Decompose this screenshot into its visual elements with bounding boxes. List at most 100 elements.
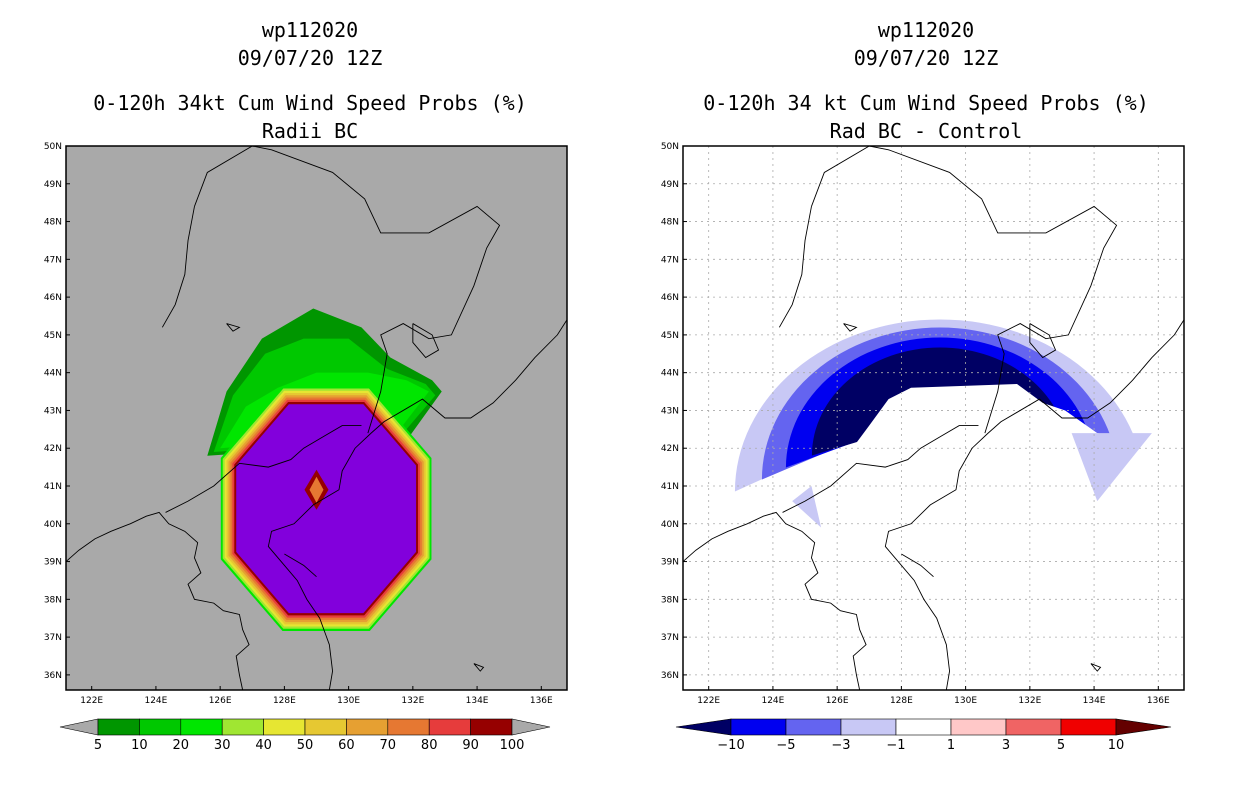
right-ytick-label: 40N	[661, 520, 679, 530]
right-ytick-label: 49N	[661, 180, 679, 190]
left-colorbar-label: 20	[173, 738, 190, 753]
right-colorbar-swatch	[895, 718, 952, 736]
right-ytick-label: 39N	[661, 558, 679, 568]
left-xtick-label: 136E	[530, 696, 553, 706]
right-ytick-label: 45N	[661, 331, 679, 341]
left-ytick-label: 46N	[44, 293, 62, 303]
left-colorbar-label: 30	[214, 738, 231, 753]
right-colorbar-swatch	[840, 718, 897, 736]
left-xtick-label: 126E	[209, 696, 232, 706]
right-colorbar-swatch	[730, 718, 787, 736]
left-coastline-5	[161, 206, 195, 328]
left-coastline-9	[284, 553, 317, 578]
left-ytick-label: 39N	[44, 558, 62, 568]
left-colorbar-label: 10	[131, 738, 148, 753]
left-colorbar-swatch	[97, 718, 140, 736]
left-title-datetime: 09/07/20 12Z	[237, 46, 383, 70]
right-xtick-label: 126E	[826, 696, 849, 706]
left-ytick-label: 43N	[44, 406, 62, 416]
right-ytick-label: 37N	[661, 633, 679, 643]
right-ytick-label: 42N	[661, 444, 679, 454]
right-xtick-label: 136E	[1147, 696, 1170, 706]
right-colorbar-label: 10	[1108, 738, 1125, 753]
left-colorbar-swatch	[428, 718, 471, 736]
left-xtick-label: 130E	[337, 696, 360, 706]
right-ytick-label: 47N	[661, 255, 679, 265]
left-colorbar: 5 10 20 30 40 50 60 70 80 90 100	[59, 718, 551, 753]
left-ytick-label: 48N	[44, 218, 62, 228]
right-ytick-label: 50N	[661, 142, 679, 152]
right-coastline-5	[778, 206, 812, 328]
right-title-product: 0-120h 34 kt Cum Wind Speed Probs (%)	[703, 91, 1149, 115]
left-xtick-label: 134E	[466, 696, 489, 706]
left-ytick-label: 36N	[44, 671, 62, 681]
right-ytick-label: 46N	[661, 293, 679, 303]
right-title-subtitle: Rad BC - Control	[829, 119, 1023, 143]
right-colorbar-label: −1	[886, 738, 905, 753]
left-colorbar-label: 80	[421, 738, 438, 753]
left-title-product: 0-120h 34kt Cum Wind Speed Probs (%)	[93, 91, 527, 115]
left-ytick-label: 42N	[44, 444, 62, 454]
left-ytick-label: 37N	[44, 633, 62, 643]
left-colorbar-swatch	[139, 718, 182, 736]
right-colorbar-label: 3	[1002, 738, 1010, 753]
left-colorbar-label: 90	[462, 738, 479, 753]
left-coastline-4	[194, 146, 253, 207]
right-colorbar-swatch	[950, 718, 1007, 736]
right-coastline-6	[1029, 323, 1057, 359]
right-coastline-7	[843, 323, 858, 332]
right-colorbar-label: −3	[831, 738, 850, 753]
right-coastline-9	[901, 553, 934, 578]
left-ytick-label: 49N	[44, 180, 62, 190]
left-colorbar-label: 5	[94, 738, 102, 753]
left-ytick-label: 38N	[44, 595, 62, 605]
left-xtick-label: 128E	[273, 696, 296, 706]
left-colorbar-label: 60	[338, 738, 355, 753]
right-title-datetime: 09/07/20 12Z	[853, 46, 999, 70]
left-title-subtitle: Radii BC	[261, 119, 359, 143]
right-colorbar-swatch	[785, 718, 842, 736]
right-ytick-label: 36N	[661, 671, 679, 681]
left-map-frame	[65, 145, 568, 691]
right-neutral-region	[683, 384, 1184, 690]
left-colorbar-swatch	[221, 718, 264, 736]
right-ytick-label: 43N	[661, 406, 679, 416]
left-colorbar-label: 50	[297, 738, 314, 753]
left-coastline-1	[267, 319, 567, 690]
right-map-panel: 122E 124E 126E 128E 130E 132E 134E 136E 50N 49N 48…	[661, 142, 1185, 706]
left-coastline-0	[66, 511, 250, 690]
left-coastline-6	[412, 323, 440, 359]
right-coastline-4	[811, 146, 870, 207]
left-colorbar-swatch	[180, 718, 223, 736]
left-ytick-label: 44N	[44, 369, 62, 379]
right-colorbar-label: −10	[717, 738, 744, 753]
right-colorbar-arrow-high	[1115, 718, 1172, 736]
right-colorbar-label: 1	[947, 738, 955, 753]
right-colorbar: −10 −5 −3 −1 1 3 5 10	[675, 718, 1172, 753]
left-prob-ring-100	[236, 404, 417, 614]
left-coastline-8	[473, 663, 485, 672]
right-coastline-8	[1090, 663, 1102, 672]
left-colorbar-arrow-low	[59, 718, 99, 736]
right-map-frame	[682, 145, 1185, 691]
left-colorbar-swatch	[263, 718, 306, 736]
right-ytick-label: 38N	[661, 595, 679, 605]
left-xtick-label: 132E	[401, 696, 424, 706]
right-xtick-label: 128E	[890, 696, 913, 706]
left-colorbar-label: 70	[380, 738, 397, 753]
right-coastline-1	[884, 319, 1184, 690]
right-xtick-label: 130E	[954, 696, 977, 706]
right-ytick-label: 44N	[661, 369, 679, 379]
right-probability-field	[683, 146, 1184, 690]
right-colorbar-label: 5	[1057, 738, 1065, 753]
right-xtick-label: 132E	[1018, 696, 1041, 706]
left-xtick-label: 124E	[144, 696, 167, 706]
left-coastline-2	[165, 425, 362, 513]
left-title-storm-id: wp112020	[261, 18, 359, 42]
right-ytick-label: 41N	[661, 482, 679, 492]
right-coastline-0	[683, 511, 867, 690]
left-coastline-7	[226, 323, 241, 332]
left-colorbar-swatch	[387, 718, 430, 736]
left-colorbar-arrow-high	[511, 718, 551, 736]
